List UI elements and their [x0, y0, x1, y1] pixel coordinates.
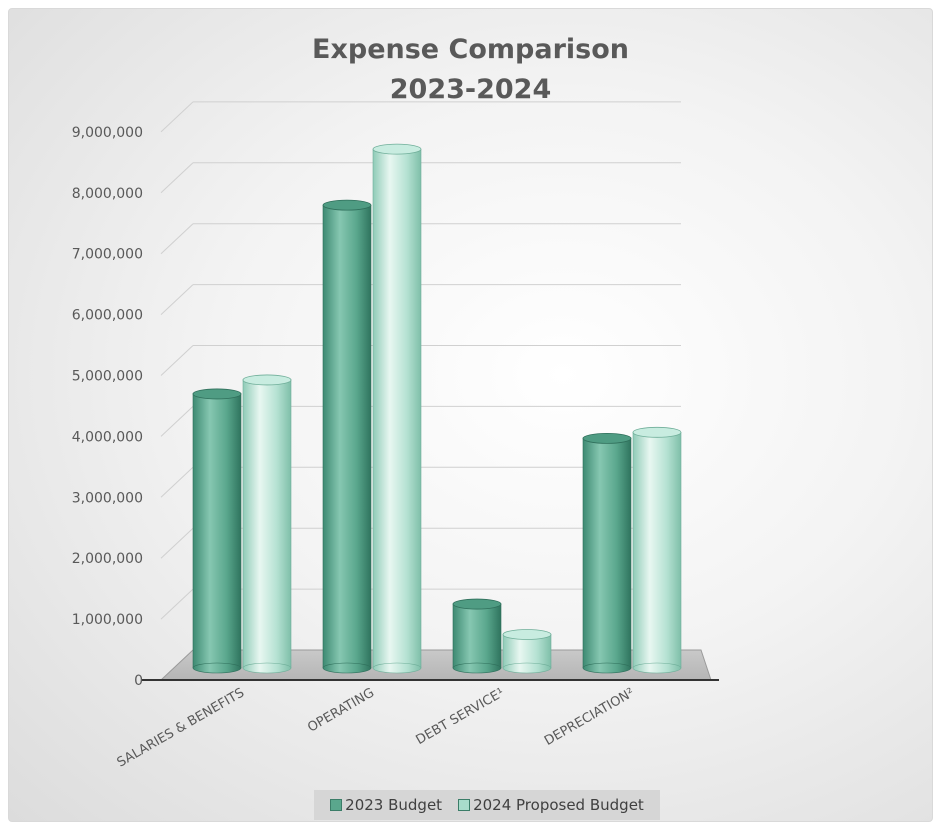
gridline-diagonal [160, 223, 194, 255]
y-tick-label: 4,000,000 [72, 429, 143, 445]
bar-body [452, 603, 502, 669]
legend-label-2024: 2024 Proposed Budget [473, 796, 644, 814]
bar-body [192, 393, 242, 669]
legend-label-2023: 2023 Budget [345, 796, 443, 814]
y-tick-label: 8,000,000 [72, 186, 143, 202]
bar-base [632, 662, 682, 674]
bar-2024-1 [372, 143, 422, 674]
bar-2024-0 [242, 374, 292, 674]
bar-2023-2 [452, 598, 502, 674]
x-category-label: DEPRECIATION² [542, 685, 637, 749]
legend-swatch-2024 [458, 799, 471, 811]
bar-body [372, 148, 422, 669]
bar-top [372, 143, 422, 155]
y-tick-label: 3,000,000 [72, 490, 143, 506]
bar-2023-0 [192, 388, 242, 674]
x-category-label: OPERATING [305, 685, 377, 735]
legend-swatch-2023 [330, 799, 343, 811]
bar-2024-3 [632, 426, 682, 674]
bar-base [582, 662, 632, 674]
y-tick-label: 9,000,000 [72, 125, 143, 141]
bar-top [192, 388, 242, 400]
bar-body [242, 379, 292, 669]
chart-subtitle: 2023-2024 [389, 74, 552, 105]
bar-top [322, 199, 372, 211]
gridline-diagonal [160, 588, 194, 620]
bar-top [502, 629, 552, 640]
x-category-label: DEBT SERVICE¹ [414, 685, 507, 748]
bar-base [372, 662, 422, 674]
bar-base [452, 662, 502, 674]
y-tick-label: 2,000,000 [72, 551, 143, 567]
gridline-diagonal [160, 406, 194, 437]
y-tick-label: 7,000,000 [72, 247, 143, 263]
chart-title: Expense Comparison [312, 34, 629, 65]
y-tick-label: 0 [134, 673, 143, 689]
x-category-label: SALARIES & BENEFITS [115, 685, 247, 770]
bar-2023-3 [582, 433, 632, 674]
bar-base [502, 662, 552, 674]
bar-top [452, 598, 502, 610]
bar-top [242, 374, 292, 386]
y-tick-label: 1,000,000 [72, 612, 143, 628]
bar-2023-1 [322, 199, 372, 674]
legend-item-2023: 2023 Budget [330, 796, 442, 814]
gridline-diagonal [160, 162, 194, 194]
bar-base [322, 662, 372, 674]
chart-frame: Expense Comparison 2023-2024 0 1,0 [8, 8, 933, 822]
bar-base [242, 662, 292, 674]
bar-body [582, 438, 632, 669]
bar-top [632, 426, 682, 438]
legend-item-2024: 2024 Proposed Budget [458, 796, 644, 814]
bar-body [632, 432, 682, 669]
bar-body [322, 204, 372, 669]
gridline-diagonal [160, 284, 194, 315]
gridline-diagonal [160, 466, 194, 498]
gridline-diagonal [160, 101, 194, 133]
bar-top [582, 433, 632, 444]
gridline-diagonal [160, 345, 194, 376]
y-tick-label: 6,000,000 [72, 308, 143, 324]
legend: 2023 Budget 2024 Proposed Budget [314, 790, 660, 820]
y-tick-label: 5,000,000 [72, 369, 143, 385]
gridline-diagonal [160, 527, 194, 559]
bar-base [192, 662, 242, 674]
bar-2024-2 [502, 629, 552, 674]
plot-area: 0 1,000,000 2,000,000 3,000,000 4,000,000 5,0… [72, 101, 719, 771]
